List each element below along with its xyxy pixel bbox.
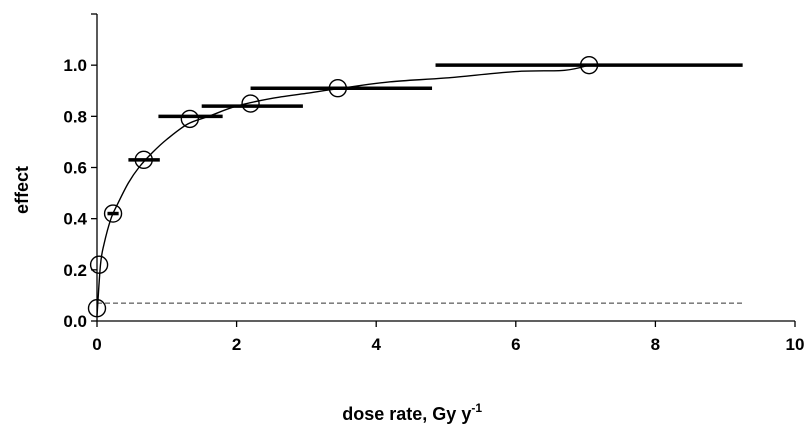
- fit-curve-layer: [96, 64, 590, 316]
- data-point: [134, 150, 153, 170]
- data-point: [103, 204, 123, 223]
- data-point: [579, 55, 599, 75]
- fit-curve: [96, 64, 590, 316]
- data-point: [241, 94, 260, 113]
- x-tick-label: 2: [232, 335, 241, 354]
- data-point: [89, 255, 109, 274]
- x-tick-label: 6: [511, 335, 520, 354]
- y-axis-title: effect: [12, 166, 32, 214]
- range-bars: [107, 63, 743, 216]
- x-tick-label: 0: [92, 335, 101, 354]
- data-points: [87, 55, 599, 318]
- x-tick-label: 10: [786, 335, 805, 354]
- x-axis-title-main: dose rate, Gy y: [342, 404, 471, 424]
- y-tick-label: 0.2: [63, 261, 87, 280]
- x-tick-label: 8: [651, 335, 660, 354]
- data-point: [328, 78, 348, 98]
- y-tick-label: 0.6: [63, 159, 87, 178]
- y-tick-label: 1.0: [63, 56, 87, 75]
- x-axis-title-superscript: -1: [471, 401, 482, 415]
- y-tick-label: 0.0: [63, 312, 87, 331]
- x-axis-title: dose rate, Gy y-1: [342, 401, 482, 424]
- y-tick-label: 0.8: [63, 107, 87, 126]
- axes: [91, 13, 796, 327]
- data-point: [87, 299, 107, 318]
- tick-labels: 0.0 0.2 0.4 0.6 0.8 1.0 0 2 4 6 8 10: [63, 56, 804, 354]
- y-tick-label: 0.4: [63, 210, 87, 229]
- x-tick-label: 4: [371, 335, 381, 354]
- data-point: [180, 109, 200, 129]
